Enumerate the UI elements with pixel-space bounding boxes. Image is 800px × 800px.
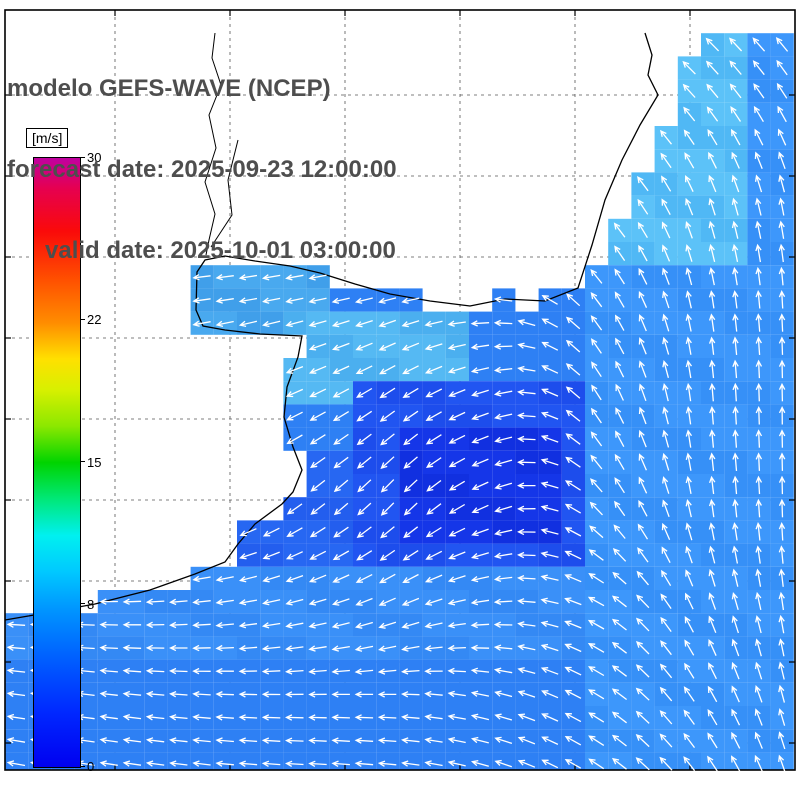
- river-line: [210, 139, 239, 248]
- coastline-path: [4, 32, 659, 621]
- forecast-date-line: forecast date: 2025-09-23 12:00:00: [7, 156, 397, 183]
- valid-date-line: valid date: 2025-10-01 03:00:00: [45, 237, 396, 264]
- colorbar-tick-mark: [80, 603, 85, 605]
- colorbar-tick-mark: [80, 318, 85, 320]
- model-title: modelo GEFS-WAVE (NCEP): [7, 75, 331, 102]
- map-frame: [4, 9, 796, 771]
- wind-arrows-layer: [6, 37, 789, 773]
- colorbar-tick-mark: [80, 156, 85, 158]
- colorbar-gradient-bar: [33, 157, 81, 768]
- title-block: modelo GEFS-WAVE (NCEP) forecast date: 2…: [7, 21, 397, 318]
- river-line: [204, 32, 222, 256]
- frame-ticks: [5, 10, 795, 770]
- colorbar-tick-label: 8: [87, 596, 95, 612]
- colorbar-tick-label: 22: [87, 312, 102, 328]
- colorbar-unit-label: [m/s]: [26, 128, 69, 148]
- colorbar-tick-label: 30: [87, 150, 102, 165]
- colorbar-tick-mark: [80, 461, 85, 462]
- colorbar-tick-label: 0: [87, 759, 95, 774]
- colorbar-tick-mark: [80, 765, 85, 767]
- colorbar-tick-label: 15: [87, 454, 102, 470]
- coastline-layer: [4, 32, 659, 621]
